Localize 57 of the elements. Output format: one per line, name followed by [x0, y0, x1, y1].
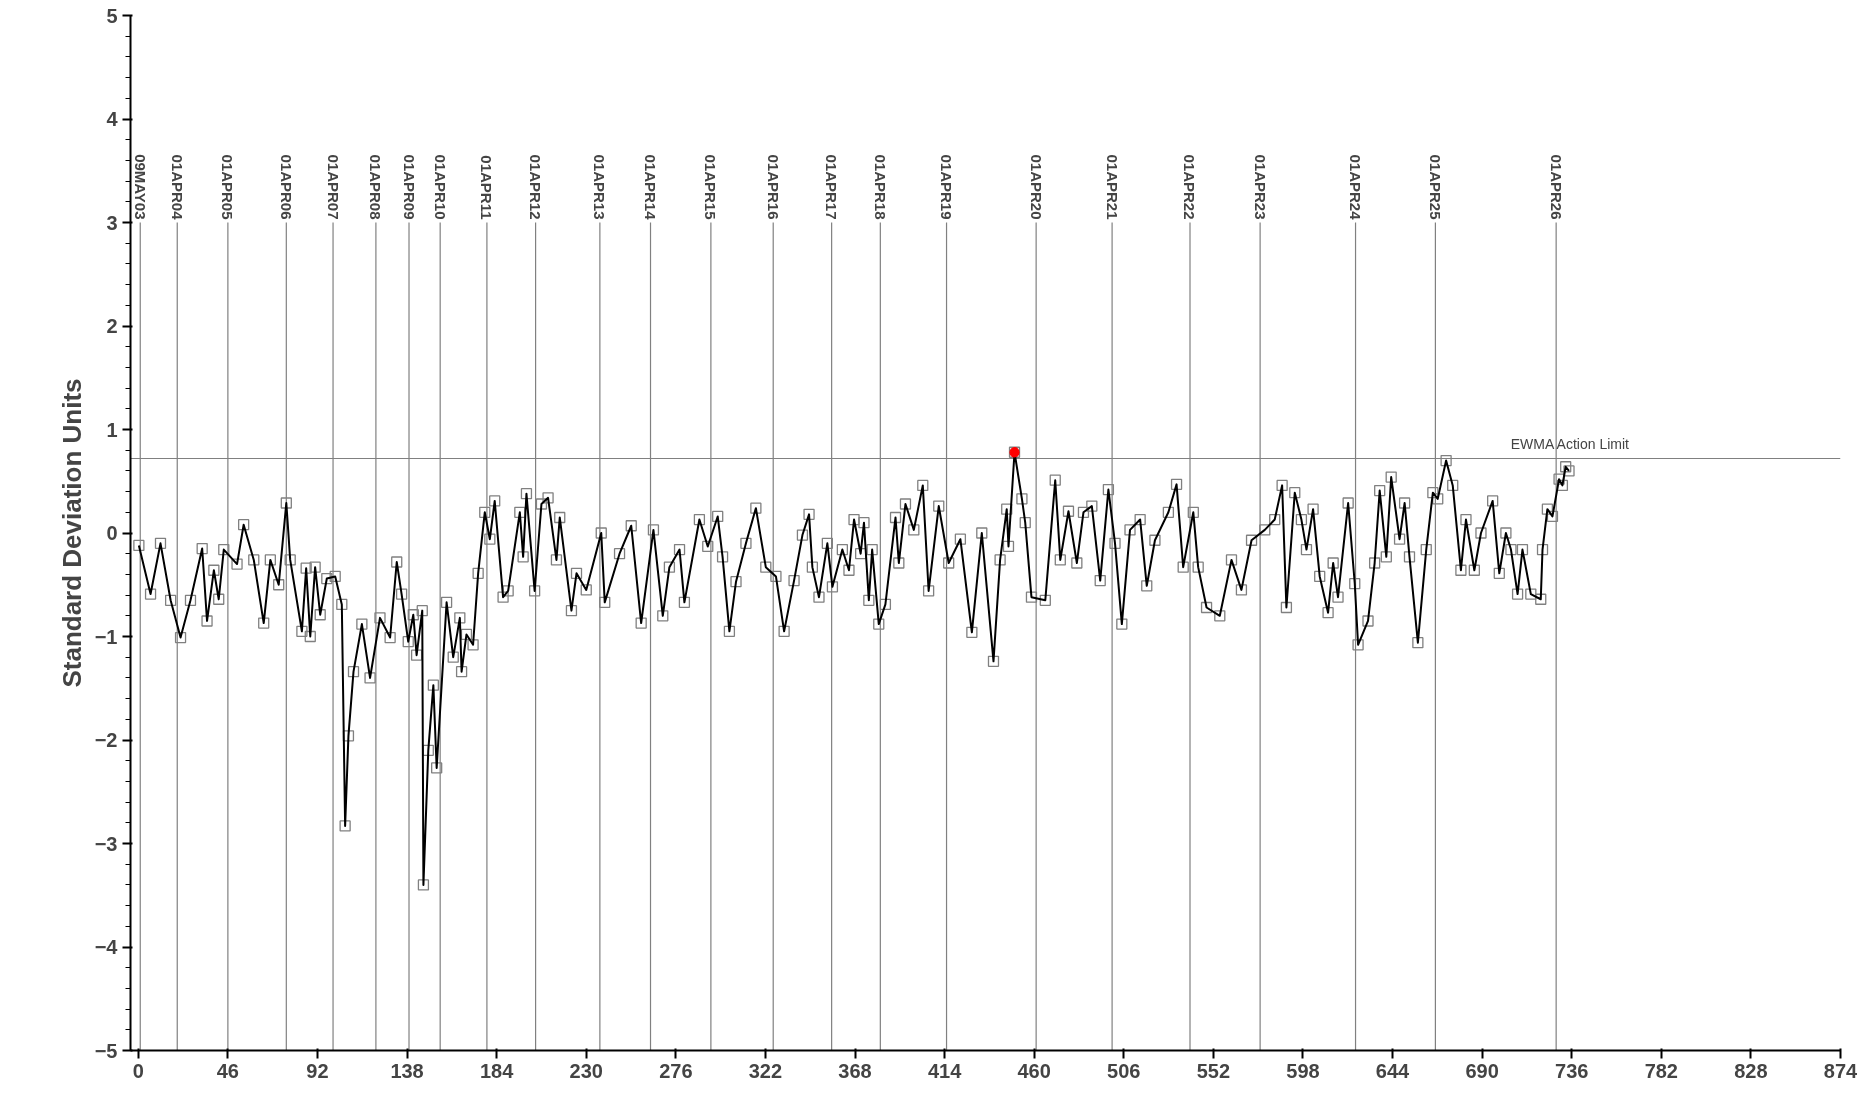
x-tick-label: 506 [1107, 1059, 1141, 1082]
x-tick-label: 552 [1196, 1059, 1231, 1082]
ref-line-label: 01APR18 [871, 154, 889, 220]
y-tick-label: −1 [94, 625, 118, 648]
ref-line-label: 01APR25 [1426, 154, 1444, 220]
x-tick-label: 460 [1017, 1059, 1051, 1082]
x-tick-label: 644 [1375, 1059, 1411, 1082]
ref-line-label: 01APR17 [823, 154, 841, 220]
x-tick-label: 782 [1644, 1059, 1679, 1082]
y-tick-label: 5 [106, 4, 118, 27]
ref-line-label: 01APR23 [1251, 154, 1269, 220]
y-tick-label: −2 [94, 729, 118, 751]
ref-line-label: 01APR04 [168, 154, 186, 221]
ref-line-label: 01APR22 [1181, 154, 1199, 220]
x-tick-label: 598 [1286, 1059, 1320, 1082]
y-tick-label: 1 [106, 418, 118, 441]
ref-line-label: 01APR06 [277, 154, 295, 220]
y-tick-label: 0 [106, 522, 118, 544]
ref-line-label: 01APR24 [1347, 154, 1365, 221]
ref-line-label: 01APR10 [431, 154, 449, 220]
y-tick-label: −5 [94, 1039, 118, 1062]
x-tick-label: 276 [659, 1059, 693, 1082]
ref-line-label: 01APR11 [478, 155, 496, 220]
ref-line-label: 01APR08 [367, 154, 385, 220]
y-tick-label: 2 [106, 315, 118, 337]
ref-line-label: 01APR19 [938, 154, 956, 220]
y-axis-title: Standard Deviation Units [56, 378, 87, 688]
x-tick-label: 322 [748, 1059, 783, 1082]
ref-line-label: EWMA Action Limit [1510, 436, 1630, 453]
x-tick-label: 184 [479, 1059, 515, 1082]
x-tick-label: 874 [1823, 1059, 1859, 1082]
ref-line-label: 01APR16 [764, 154, 782, 220]
ref-line-label: 01APR14 [642, 154, 660, 221]
x-tick-label: 0 [132, 1059, 144, 1082]
y-tick-label: 4 [106, 108, 119, 130]
x-tick-label: 828 [1734, 1059, 1768, 1082]
ref-line-label: 01APR07 [324, 154, 342, 220]
x-tick-label: 690 [1465, 1059, 1499, 1082]
x-tick-label: 46 [216, 1059, 240, 1082]
ref-line-label: 01APR05 [219, 154, 237, 220]
ref-line-label: 09MAY03 [131, 154, 149, 220]
y-tick-label: 3 [106, 211, 118, 234]
y-tick-label: −3 [94, 832, 118, 855]
ref-line-label: 01APR09 [400, 154, 418, 220]
ref-line-label: 01APR13 [591, 154, 609, 220]
x-tick-label: 138 [390, 1059, 424, 1082]
ref-line-label: 01APR26 [1547, 154, 1565, 220]
x-tick-label: 414 [927, 1059, 963, 1082]
x-tick-label: 736 [1555, 1059, 1589, 1082]
y-tick-label: −4 [94, 936, 119, 958]
ref-line-label: 01APR15 [702, 154, 720, 220]
x-tick-label: 230 [569, 1059, 603, 1082]
x-tick-label: 368 [838, 1059, 872, 1082]
ref-line-label: 01APR21 [1103, 154, 1121, 220]
ref-line-label: 01APR12 [527, 154, 545, 220]
x-tick-label: 92 [306, 1059, 329, 1082]
ref-line-label: 01APR20 [1027, 154, 1045, 220]
